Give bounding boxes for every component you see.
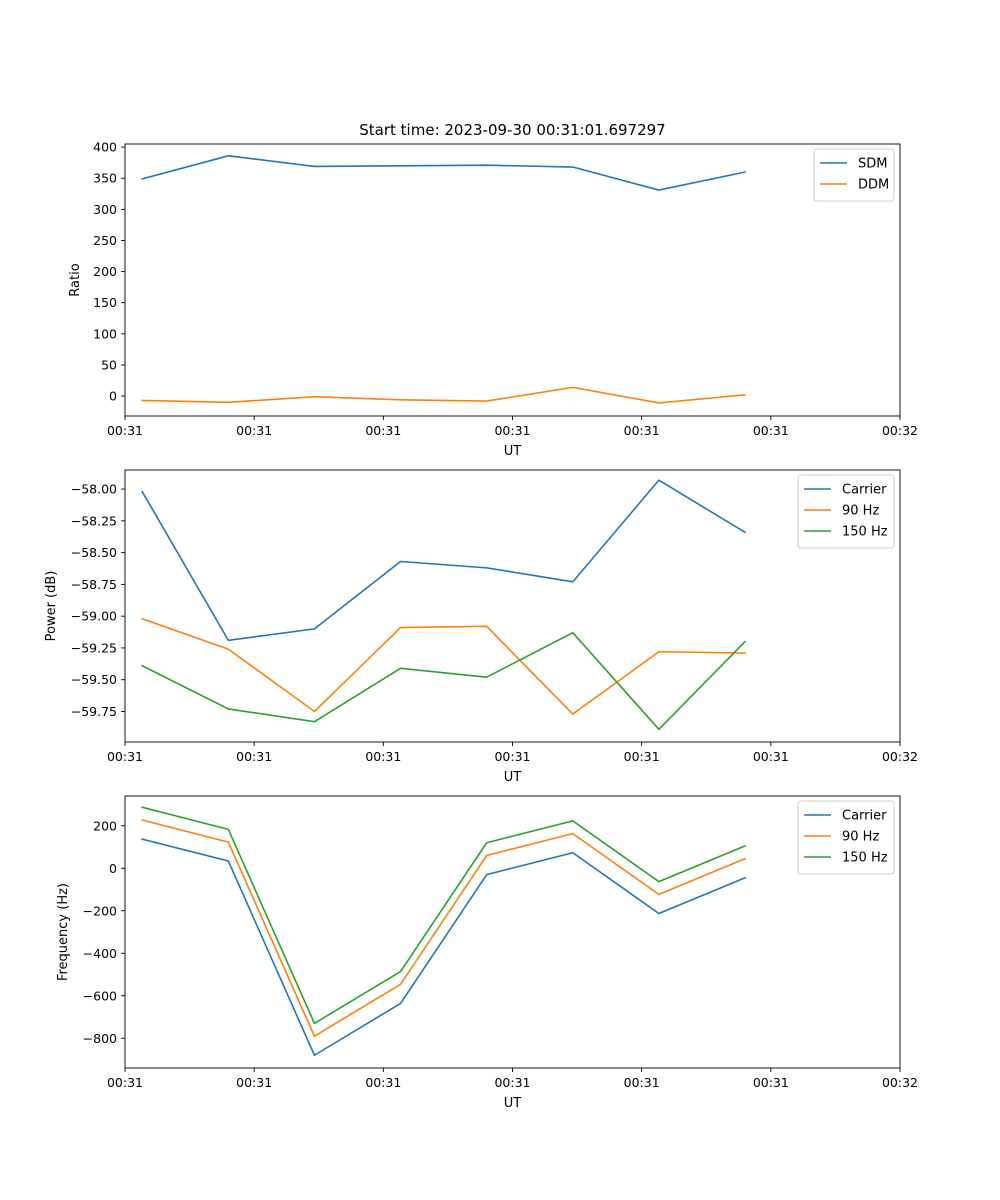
- x-tick-label: 00:32: [882, 1075, 918, 1090]
- x-tick-label: 00:31: [753, 1075, 789, 1090]
- x-tick-label: 00:31: [753, 749, 789, 764]
- legend-label: DDM: [858, 178, 889, 193]
- axes-frame: [124, 143, 901, 417]
- legend-label: 90 Hz: [842, 830, 879, 845]
- x-tick-label: 00:32: [882, 749, 918, 764]
- x-tick-label: 00:31: [236, 423, 272, 438]
- series-line-90-hz: [141, 617, 746, 715]
- y-tick-label: 300: [93, 202, 117, 217]
- legend-box: [797, 800, 895, 875]
- legend: SDM DDM: [813, 148, 895, 202]
- x-tick-label: 00:31: [107, 1075, 143, 1090]
- y-tick-label: −59.75: [71, 704, 117, 719]
- x-tick-label: 00:31: [494, 1075, 530, 1090]
- series-line-150-hz: [141, 631, 747, 731]
- y-tick-label: −58.25: [71, 513, 117, 528]
- y-tick-label: −59.50: [71, 672, 117, 687]
- y-tick-label: 0: [109, 861, 117, 876]
- y-tick-label: −59.00: [71, 609, 117, 624]
- y-tick-label: 150: [93, 295, 117, 310]
- chart-panel-3: 00:31 00:31 00:31 00:31 00:31 00:31 00:32 −800 −…: [56, 795, 918, 1111]
- x-tick-label: 00:31: [624, 749, 660, 764]
- x-tick-label: 00:31: [753, 423, 789, 438]
- y-tick-label: 400: [93, 140, 117, 155]
- y-tick-label: −600: [83, 988, 117, 1003]
- y-tick-label: 250: [93, 233, 117, 248]
- series-line-carrier: [141, 838, 747, 1057]
- x-axis-label: UT: [504, 444, 522, 459]
- y-tick-label: 50: [101, 357, 117, 372]
- x-tick-label: 00:31: [365, 1075, 401, 1090]
- y-axis-label: Ratio: [68, 263, 83, 296]
- y-tick-label: −58.75: [71, 577, 117, 592]
- x-tick-label: 00:31: [236, 749, 272, 764]
- chart-title: Start time: 2023-09-30 00:31:01.697297: [359, 121, 665, 139]
- series-line-carrier: [141, 479, 747, 642]
- series-line-90-hz: [141, 819, 747, 1037]
- y-tick-label: 350: [93, 171, 117, 186]
- legend-label: SDM: [858, 157, 887, 172]
- x-axis-label: UT: [504, 770, 522, 785]
- y-tick-label: 200: [93, 264, 117, 279]
- series-line-ddm: [141, 386, 746, 404]
- x-tick-label: 00:31: [494, 749, 530, 764]
- axes-frame: [124, 469, 901, 743]
- chart-panel-1: Start time: 2023-09-30 00:31:01.69729700…: [68, 121, 918, 459]
- y-tick-label: 0: [109, 389, 117, 404]
- x-tick-label: 00:31: [624, 1075, 660, 1090]
- x-tick-label: 00:31: [107, 423, 143, 438]
- y-axis-label: Frequency (Hz): [56, 883, 71, 981]
- y-tick-label: −58.00: [71, 482, 117, 497]
- series-line-sdm: [141, 155, 746, 191]
- x-tick-label: 00:31: [365, 423, 401, 438]
- x-tick-label: 00:31: [494, 423, 530, 438]
- legend-label: 150 Hz: [842, 851, 888, 866]
- chart-panel-2: 00:31 00:31 00:31 00:31 00:31 00:31 00:32 −59.7…: [44, 469, 918, 785]
- x-tick-label: 00:31: [624, 423, 660, 438]
- legend-box: [813, 148, 895, 202]
- x-axis-label: UT: [504, 1096, 522, 1111]
- legend: Carrier 90 Hz 150 Hz: [797, 474, 895, 549]
- x-tick-label: 00:32: [882, 423, 918, 438]
- y-tick-label: −59.25: [71, 640, 117, 655]
- legend-label: Carrier: [842, 483, 887, 498]
- y-tick-label: 200: [93, 818, 117, 833]
- y-tick-label: −58.50: [71, 545, 117, 560]
- legend: Carrier 90 Hz 150 Hz: [797, 800, 895, 875]
- legend-label: Carrier: [842, 809, 887, 824]
- y-axis-label: Power (dB): [44, 571, 59, 642]
- series-line-150-hz: [141, 806, 747, 1025]
- y-tick-label: −200: [83, 903, 117, 918]
- legend-box: [797, 474, 895, 549]
- y-tick-label: 100: [93, 326, 117, 341]
- x-tick-label: 00:31: [365, 749, 401, 764]
- x-tick-label: 00:31: [236, 1075, 272, 1090]
- legend-label: 90 Hz: [842, 504, 879, 519]
- legend-label: 150 Hz: [842, 525, 888, 540]
- y-tick-label: −400: [83, 946, 117, 961]
- y-tick-label: −800: [83, 1031, 117, 1046]
- x-tick-label: 00:31: [107, 749, 143, 764]
